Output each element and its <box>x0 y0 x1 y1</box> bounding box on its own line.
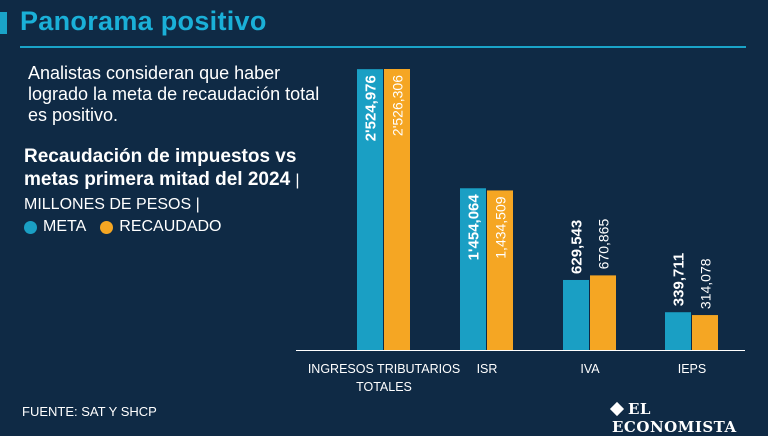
category-label-1-0: ISR <box>477 362 498 376</box>
intro-text: Analistas consideran que haber logrado l… <box>28 63 320 125</box>
category-label-3-0: IEPS <box>678 362 707 376</box>
bar-meta-1 <box>460 188 486 350</box>
bar-meta-2 <box>563 279 589 350</box>
chart-unit: | MILLONES DE PESOS | <box>24 172 300 213</box>
category-label-0-0: INGRESOS TRIBUTARIOS <box>308 362 460 376</box>
bar-recaudado-1 <box>487 190 513 350</box>
value-label-meta-1: 1'454,064 <box>466 194 483 261</box>
value-label-recaudado-3: 314,078 <box>698 258 714 309</box>
value-label-recaudado-1: 1,434,509 <box>493 196 509 258</box>
category-label-2-0: IVA <box>580 362 600 376</box>
legend-item-recaudado: RECAUDADO <box>100 218 222 236</box>
bar-meta-0 <box>357 69 383 350</box>
legend: META RECAUDADO <box>24 218 236 236</box>
source-note: FUENTE: SAT Y SHCP <box>22 404 157 419</box>
legend-recaudado-label: RECAUDADO <box>119 218 222 235</box>
value-label-meta-0: 2'524,976 <box>363 75 380 141</box>
bar-meta-3 <box>665 312 691 350</box>
value-label-meta-3: 339,711 <box>671 253 688 306</box>
legend-meta-label: META <box>43 218 87 235</box>
bar-recaudado-0 <box>384 69 410 350</box>
category-label-0-1: TOTALES <box>356 380 412 394</box>
bar-recaudado-3 <box>692 315 718 350</box>
header-divider <box>20 46 746 48</box>
publisher-logo: EL ECONOMISTA <box>609 400 768 436</box>
logo-text: EL ECONOMISTA <box>612 400 737 436</box>
value-label-meta-2: 629,543 <box>569 220 586 274</box>
chart-title: Recaudación de impuestos vs metas primer… <box>24 145 324 216</box>
header-accent-bar <box>0 12 7 34</box>
legend-meta-swatch <box>24 220 37 234</box>
value-label-recaudado-0: 2'526,306 <box>390 75 406 136</box>
legend-item-meta: META <box>24 218 86 236</box>
chart-title-text: Recaudación de impuestos vs metas primer… <box>24 146 297 190</box>
logo-icon <box>609 401 625 417</box>
page-title: Panorama positivo <box>20 6 267 36</box>
bar-recaudado-2 <box>590 275 616 350</box>
legend-recaudado-swatch <box>100 220 114 234</box>
value-label-recaudado-2: 670,865 <box>596 219 612 270</box>
